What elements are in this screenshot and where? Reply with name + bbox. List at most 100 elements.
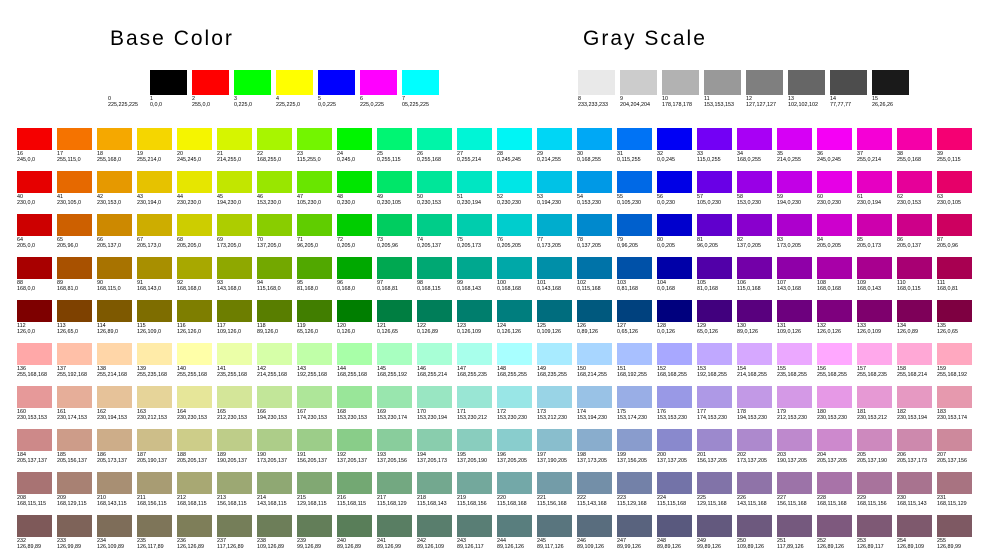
color-swatch-cell[interactable]: 31 0,115,255 xyxy=(617,128,657,171)
color-swatch-cell[interactable]: 215 129,168,115 xyxy=(297,472,337,515)
color-swatch[interactable] xyxy=(417,171,452,193)
color-swatch[interactable] xyxy=(297,343,332,365)
color-swatch[interactable] xyxy=(537,171,572,193)
color-swatch-cell[interactable]: 46 153,230,0 xyxy=(257,171,297,214)
color-swatch[interactable] xyxy=(257,515,292,537)
color-swatch-cell[interactable]: 93 143,168,0 xyxy=(217,257,257,300)
color-swatch-cell[interactable]: 71 96,205,0 xyxy=(297,214,337,257)
color-swatch-cell[interactable]: 64 205,0,0 xyxy=(17,214,57,257)
color-swatch-cell[interactable]: 178 194,153,230 xyxy=(737,386,777,429)
color-swatch[interactable] xyxy=(217,343,252,365)
color-swatch-cell[interactable]: 247 89,99,126 xyxy=(617,515,657,558)
color-swatch[interactable] xyxy=(777,128,812,150)
color-swatch-cell[interactable]: 216 115,168,115 xyxy=(337,472,377,515)
color-swatch[interactable] xyxy=(657,171,692,193)
color-swatch[interactable] xyxy=(697,214,732,236)
color-swatch-cell[interactable]: 77 0,173,205 xyxy=(537,214,577,257)
color-swatch-cell[interactable]: 140 255,255,168 xyxy=(177,343,217,386)
color-swatch[interactable] xyxy=(337,214,372,236)
color-swatch[interactable] xyxy=(577,214,612,236)
color-swatch-cell[interactable]: 149 168,235,255 xyxy=(537,343,577,386)
color-swatch[interactable] xyxy=(657,472,692,494)
color-swatch[interactable] xyxy=(217,171,252,193)
color-swatch-cell[interactable]: 120 0,126,0 xyxy=(337,300,377,343)
color-swatch-cell[interactable]: 83 173,0,205 xyxy=(777,214,817,257)
color-swatch[interactable] xyxy=(830,70,867,95)
color-swatch-cell[interactable]: 255 126,89,99 xyxy=(937,515,977,558)
color-swatch[interactable] xyxy=(704,70,741,95)
color-swatch[interactable] xyxy=(417,472,452,494)
color-swatch[interactable] xyxy=(577,343,612,365)
color-swatch-cell[interactable]: 189 190,205,137 xyxy=(217,429,257,472)
color-swatch-cell[interactable]: 4 225,225,0 xyxy=(276,70,318,113)
color-swatch-cell[interactable]: 9 204,204,204 xyxy=(620,70,662,113)
color-swatch[interactable] xyxy=(817,343,852,365)
color-swatch[interactable] xyxy=(577,386,612,408)
color-swatch-cell[interactable]: 244 89,126,126 xyxy=(497,515,537,558)
color-swatch[interactable] xyxy=(897,300,932,322)
color-swatch-cell[interactable]: 186 205,173,137 xyxy=(97,429,137,472)
color-swatch[interactable] xyxy=(217,472,252,494)
color-swatch[interactable] xyxy=(657,257,692,279)
color-swatch-cell[interactable]: 254 126,89,109 xyxy=(897,515,937,558)
color-swatch-cell[interactable]: 231 168,115,129 xyxy=(937,472,977,515)
color-swatch-cell[interactable]: 238 109,126,89 xyxy=(257,515,297,558)
color-swatch-cell[interactable]: 63 230,0,105 xyxy=(937,171,977,214)
color-swatch[interactable] xyxy=(377,300,412,322)
color-swatch-cell[interactable]: 148 168,255,255 xyxy=(497,343,537,386)
color-swatch[interactable] xyxy=(137,386,172,408)
color-swatch-cell[interactable]: 199 137,156,205 xyxy=(617,429,657,472)
color-swatch-cell[interactable]: 22 168,255,0 xyxy=(257,128,297,171)
color-swatch-cell[interactable]: 5 0,0,225 xyxy=(318,70,360,113)
color-swatch-cell[interactable]: 101 0,143,168 xyxy=(537,257,577,300)
color-swatch-cell[interactable]: 38 255,0,168 xyxy=(897,128,937,171)
color-swatch[interactable] xyxy=(377,515,412,537)
color-swatch-cell[interactable]: 107 143,0,168 xyxy=(777,257,817,300)
color-swatch[interactable] xyxy=(817,214,852,236)
color-swatch-cell[interactable]: 74 0,205,137 xyxy=(417,214,457,257)
color-swatch[interactable] xyxy=(137,300,172,322)
color-swatch[interactable] xyxy=(337,343,372,365)
color-swatch[interactable] xyxy=(97,214,132,236)
color-swatch-cell[interactable]: 50 0,230,153 xyxy=(417,171,457,214)
color-swatch-cell[interactable]: 57 105,0,230 xyxy=(697,171,737,214)
color-swatch-cell[interactable]: 153 192,168,255 xyxy=(697,343,737,386)
color-swatch[interactable] xyxy=(897,343,932,365)
color-swatch-cell[interactable]: 30 0,168,255 xyxy=(577,128,617,171)
color-swatch[interactable] xyxy=(417,214,452,236)
color-swatch-cell[interactable]: 49 0,230,105 xyxy=(377,171,417,214)
color-swatch-cell[interactable]: 16 245,0,0 xyxy=(17,128,57,171)
color-swatch[interactable] xyxy=(297,429,332,451)
color-swatch-cell[interactable]: 76 0,205,205 xyxy=(497,214,537,257)
color-swatch-cell[interactable]: 15 26,26,26 xyxy=(872,70,914,113)
color-swatch[interactable] xyxy=(697,257,732,279)
color-swatch-cell[interactable]: 207 205,137,156 xyxy=(937,429,977,472)
color-swatch[interactable] xyxy=(537,472,572,494)
color-swatch[interactable] xyxy=(697,386,732,408)
color-swatch-cell[interactable]: 163 230,212,153 xyxy=(137,386,177,429)
color-swatch-cell[interactable]: 212 168,168,115 xyxy=(177,472,217,515)
color-swatch[interactable] xyxy=(57,429,92,451)
color-swatch[interactable] xyxy=(217,515,252,537)
color-swatch[interactable] xyxy=(417,128,452,150)
color-swatch[interactable] xyxy=(97,343,132,365)
color-swatch-cell[interactable]: 32 0,0,245 xyxy=(657,128,697,171)
color-swatch[interactable] xyxy=(937,515,972,537)
color-swatch[interactable] xyxy=(657,515,692,537)
color-swatch-cell[interactable]: 173 153,212,230 xyxy=(537,386,577,429)
color-swatch-cell[interactable]: 161 230,174,153 xyxy=(57,386,97,429)
color-swatch-cell[interactable]: 72 0,205,0 xyxy=(337,214,377,257)
color-swatch[interactable] xyxy=(657,386,692,408)
color-swatch[interactable] xyxy=(857,386,892,408)
color-swatch-cell[interactable]: 218 115,168,143 xyxy=(417,472,457,515)
color-swatch[interactable] xyxy=(257,386,292,408)
color-swatch-cell[interactable]: 229 168,115,156 xyxy=(857,472,897,515)
color-swatch[interactable] xyxy=(177,300,212,322)
color-swatch-cell[interactable]: 252 126,89,126 xyxy=(817,515,857,558)
color-swatch[interactable] xyxy=(377,257,412,279)
color-swatch[interactable] xyxy=(97,171,132,193)
color-swatch-cell[interactable]: 156 255,168,255 xyxy=(817,343,857,386)
color-swatch[interactable] xyxy=(657,128,692,150)
color-swatch-cell[interactable]: 193 137,205,156 xyxy=(377,429,417,472)
color-swatch[interactable] xyxy=(337,515,372,537)
